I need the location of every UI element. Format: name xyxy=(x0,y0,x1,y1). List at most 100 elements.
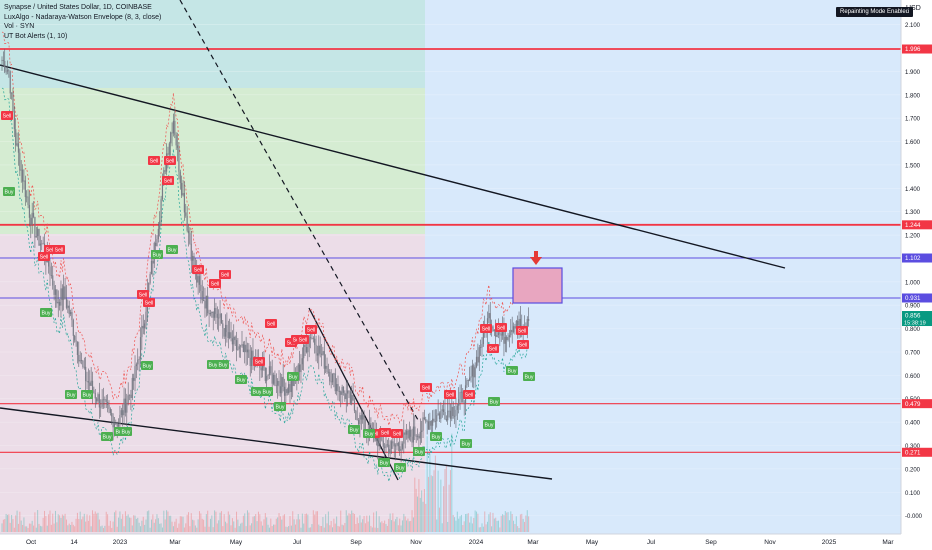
volume-bar xyxy=(370,525,372,532)
candle-body xyxy=(61,288,63,300)
volume-bar xyxy=(506,512,508,532)
candle-body xyxy=(411,436,413,443)
price-label: 0.479 xyxy=(905,401,921,408)
candle-body xyxy=(120,410,122,415)
sell-signal-label: Sell xyxy=(166,159,175,165)
volume-bar xyxy=(518,527,520,532)
buy-signal-label: Buy xyxy=(122,430,131,436)
candle-body xyxy=(333,373,335,375)
volume-bar xyxy=(363,515,365,532)
volume-bar xyxy=(337,525,339,532)
volume-bar xyxy=(245,526,247,532)
candle-body xyxy=(316,353,319,356)
time-axis[interactable]: Oct 14 2023 Mar May Jul Sep Nov 2024 Mar May Jul Sep… xyxy=(0,533,932,550)
volume-bar xyxy=(27,527,29,532)
candle-body xyxy=(378,436,380,447)
volume-bar xyxy=(488,514,490,532)
volume-bar xyxy=(322,517,324,532)
candle-body xyxy=(467,380,469,381)
candle-body xyxy=(24,180,26,198)
candle-body xyxy=(42,243,44,245)
candle-body xyxy=(475,356,478,368)
candle-body xyxy=(266,375,268,381)
sell-signal-label: Sell xyxy=(3,114,12,120)
volume-bar xyxy=(374,527,376,532)
candle-body xyxy=(488,313,490,319)
target-box[interactable] xyxy=(512,267,563,304)
volume-bar xyxy=(381,521,383,532)
buy-signal-label: Buy xyxy=(209,363,218,369)
candle-body xyxy=(275,385,277,387)
volume-bar xyxy=(203,519,205,532)
volume-bar xyxy=(144,524,146,532)
countdown-label: 15:38:19 xyxy=(904,321,926,327)
candle-body xyxy=(330,381,332,383)
currency-label[interactable]: USD xyxy=(906,5,921,12)
volume-bar xyxy=(166,510,168,532)
indicator-nadaraya[interactable]: LuxAlgo - Nadaraya-Watson Envelope (8, 3… xyxy=(4,13,162,21)
volume-bar xyxy=(26,526,28,532)
volume-bar xyxy=(240,523,242,532)
buy-signal xyxy=(151,250,163,259)
candle-body xyxy=(11,92,13,94)
x-tick-label: Mar xyxy=(169,539,181,546)
x-tick-label: 2024 xyxy=(469,539,484,546)
volume-bar xyxy=(135,518,137,532)
candle-body xyxy=(229,332,231,338)
volume-bar xyxy=(126,515,128,532)
candle-body xyxy=(112,416,114,428)
trendline-descending-top xyxy=(0,64,786,269)
horizontal-levels xyxy=(0,48,901,453)
candle-body xyxy=(307,347,309,353)
volume-bar xyxy=(215,511,217,532)
buy-signal xyxy=(235,375,247,384)
volume-bar xyxy=(11,514,13,532)
volume-bar xyxy=(63,515,65,532)
candle-body xyxy=(271,373,273,384)
buy-signal xyxy=(166,245,178,254)
volume-bar xyxy=(142,516,144,532)
candle-body xyxy=(172,120,175,134)
volume-bar xyxy=(1,523,3,532)
buy-signal-label: Buy xyxy=(289,375,298,381)
candle-body xyxy=(357,420,360,425)
volume-bar xyxy=(113,512,115,532)
candle-body xyxy=(8,70,10,72)
volume-bar xyxy=(522,518,524,532)
volume-bar xyxy=(417,496,419,532)
candle-body xyxy=(261,363,264,371)
x-tick-label: Jul xyxy=(647,539,656,546)
candle-body xyxy=(37,228,39,237)
candle-body xyxy=(305,346,308,353)
indicator-utbot[interactable]: UT Bot Alerts (1, 10) xyxy=(4,32,68,40)
volume-bar xyxy=(244,513,246,532)
volume-bar xyxy=(131,525,133,532)
candle-body xyxy=(56,289,58,304)
volume-bar xyxy=(521,513,523,532)
price-axis[interactable]: 2.1002.0001.9001.8001.7001.6001.5001.400… xyxy=(900,0,932,550)
y-tick-label: 1.300 xyxy=(905,210,921,216)
volume-bar xyxy=(352,512,354,532)
candle-body xyxy=(111,412,113,417)
symbol-title[interactable]: Synapse / United States Dollar, 1D, COIN… xyxy=(4,4,152,11)
candle-body xyxy=(155,242,157,246)
volume-bar xyxy=(288,526,290,532)
volume-bar xyxy=(445,464,447,532)
volume-bar xyxy=(318,524,320,532)
sell-signal xyxy=(487,344,499,353)
volume-bar xyxy=(414,477,416,532)
candle-body xyxy=(142,325,144,329)
candle-body xyxy=(393,443,395,447)
price-label-bg xyxy=(902,220,932,230)
volume-bar xyxy=(141,520,143,532)
indicator-volume[interactable]: Vol · SYN xyxy=(4,23,35,30)
volume-bar xyxy=(185,523,187,532)
volume-bar xyxy=(24,526,26,532)
volume-bar xyxy=(366,515,368,532)
sell-signal-label: Sell xyxy=(519,343,528,349)
candle-body xyxy=(205,295,207,309)
volume-bar xyxy=(341,524,343,532)
volume-bar xyxy=(412,517,414,532)
volume-bar xyxy=(45,516,47,532)
